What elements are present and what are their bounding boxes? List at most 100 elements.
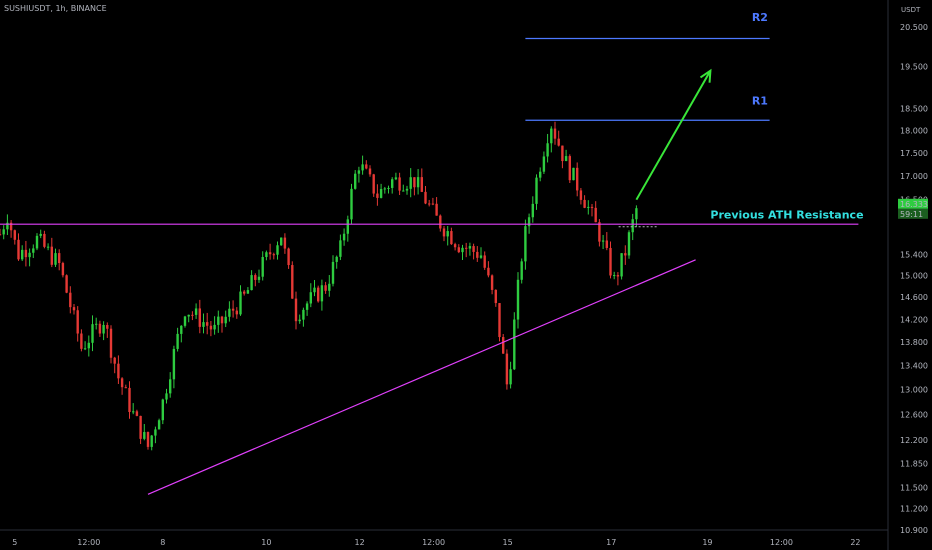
candle-up	[2, 229, 5, 235]
candle-up	[357, 170, 361, 174]
candle-down	[291, 265, 294, 299]
x-tick-label: 12:00	[770, 538, 793, 547]
candle-down	[294, 298, 298, 322]
candle-down	[80, 333, 83, 349]
candle-up	[305, 303, 309, 310]
candle-down	[209, 325, 213, 330]
candle-up	[379, 189, 383, 198]
y-tick-label: 10.900	[900, 526, 928, 535]
candle-up	[180, 325, 183, 334]
candle-up	[509, 369, 512, 385]
candle-up	[335, 256, 338, 262]
candle-up	[587, 206, 590, 208]
candle-down	[424, 191, 427, 204]
candle-down	[283, 237, 287, 249]
candle-down	[109, 328, 113, 358]
candle-down	[76, 310, 79, 334]
candle-down	[457, 247, 460, 253]
candle-up	[394, 177, 398, 180]
candle-down	[231, 308, 235, 311]
candle-down	[605, 240, 608, 248]
candle-down	[368, 168, 372, 175]
candle-down	[72, 307, 76, 311]
x-tick-label: 5	[12, 538, 17, 547]
candle-up	[409, 177, 412, 189]
candle-down	[376, 193, 379, 198]
candle-down	[235, 310, 238, 315]
candle-up	[183, 316, 187, 326]
candle-down	[117, 363, 120, 379]
x-tick-label: 22	[850, 538, 860, 547]
annotation-label: Previous ATH Resistance	[710, 209, 863, 222]
y-tick-label: 11.200	[900, 504, 928, 513]
y-tick-label: 14.600	[900, 293, 928, 302]
candle-up	[350, 188, 353, 220]
candle-down	[472, 246, 475, 252]
candle-down	[498, 303, 501, 338]
candle-down	[124, 387, 127, 389]
candle-up	[391, 179, 394, 188]
candle-up	[91, 324, 94, 343]
candle-down	[365, 164, 368, 169]
candle-down	[128, 387, 131, 413]
candle-up	[161, 399, 164, 421]
candle-down	[609, 247, 612, 276]
y-tick-label: 15.400	[900, 251, 928, 260]
candle-down	[435, 203, 438, 216]
candle-up	[535, 177, 538, 204]
time-axis: 5 12:00 8 10 12 12:00 15 17 19 12:00 22	[12, 538, 860, 547]
candle-down	[483, 255, 486, 268]
candle-up	[635, 208, 638, 220]
symbol-label: SUSHIUSDT, 1h, BINANCE	[4, 4, 107, 13]
candle-up	[520, 261, 523, 280]
candle-down	[272, 254, 275, 256]
candle-up	[213, 324, 216, 330]
candle-down	[598, 222, 601, 242]
price-axis: 20.50019.50018.50018.00017.50017.00016.5…	[900, 23, 928, 535]
candle-down	[287, 248, 290, 266]
candle-down	[420, 177, 423, 192]
candle-up	[46, 246, 50, 248]
candle-up	[631, 219, 634, 233]
candle-up	[143, 432, 146, 439]
candle-up	[524, 226, 527, 262]
candle-up	[280, 237, 283, 246]
candle-up	[132, 411, 135, 413]
candle-up	[6, 222, 9, 230]
candle-down	[69, 292, 72, 308]
candle-up	[387, 187, 390, 189]
candle-up	[446, 231, 449, 237]
candle-down	[9, 222, 13, 231]
candle-down	[557, 138, 560, 146]
candle-down	[579, 190, 583, 200]
y-tick-label: 13.400	[900, 361, 928, 370]
candle-up	[546, 143, 549, 157]
candle-up	[250, 275, 253, 291]
candle-up	[172, 348, 176, 380]
candle-up	[157, 420, 161, 430]
candle-down	[616, 275, 620, 277]
price-badge-value: 16.333	[900, 200, 928, 209]
candles-group	[0, 121, 638, 451]
candle-up	[176, 333, 179, 349]
candle-up	[165, 393, 168, 400]
x-tick-label: 10	[261, 538, 271, 547]
candle-down	[372, 174, 375, 194]
candle-down	[243, 291, 246, 294]
currency-label: USDT	[901, 6, 921, 14]
candle-up	[21, 249, 24, 260]
candle-up	[102, 324, 105, 334]
candle-up	[361, 164, 364, 171]
candle-up	[87, 342, 90, 349]
arrow-head	[699, 68, 712, 83]
candle-up	[39, 233, 42, 236]
candle-up	[527, 217, 531, 227]
candle-down	[490, 275, 494, 290]
projection-arrow	[635, 70, 712, 201]
candle-down	[413, 177, 416, 188]
annotation-label: R2	[752, 11, 768, 24]
candle-up	[354, 173, 357, 189]
candle-up	[405, 188, 409, 191]
